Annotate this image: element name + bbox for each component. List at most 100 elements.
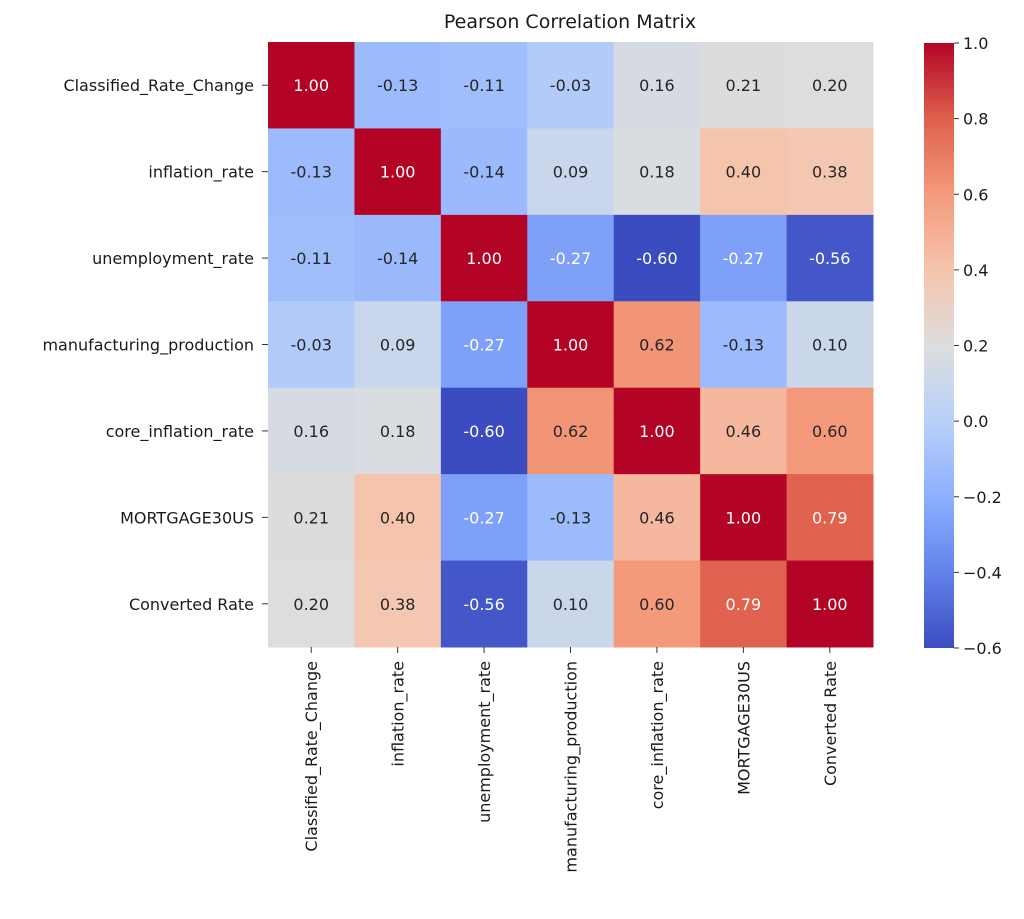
heatmap-cell xyxy=(700,387,788,475)
x-tick-label: Classified_Rate_Change xyxy=(302,661,322,852)
cell-annotation: -0.27 xyxy=(723,249,764,268)
heatmap-cell xyxy=(527,214,615,302)
heatmap-cell xyxy=(440,301,528,389)
colorbar-tick-label: 0.6 xyxy=(963,185,988,204)
cell-annotation: -0.03 xyxy=(550,76,591,95)
cell-annotation: 0.40 xyxy=(726,163,762,182)
cell-annotation: 0.21 xyxy=(293,508,329,527)
heatmap-cell xyxy=(268,474,355,562)
heatmap-cell xyxy=(786,42,874,129)
heatmap-cell xyxy=(613,42,701,129)
cell-annotation: 0.18 xyxy=(639,163,675,182)
cell-annotation: -0.13 xyxy=(723,336,764,355)
heatmap-cell xyxy=(440,560,528,648)
heatmap-cell xyxy=(440,387,528,475)
cell-annotation: 0.10 xyxy=(812,336,848,355)
cell-annotation: -0.60 xyxy=(636,249,677,268)
heatmap-cell xyxy=(786,387,874,475)
cell-annotation: 0.16 xyxy=(639,76,675,95)
heatmap-cell xyxy=(613,301,701,389)
heatmap-cell xyxy=(354,474,442,562)
y-tick-label: inflation_rate xyxy=(148,163,254,183)
cell-annotation: -0.13 xyxy=(291,163,332,182)
colorbar xyxy=(924,43,954,648)
cell-annotation: -0.11 xyxy=(291,249,332,268)
heatmap-cell xyxy=(268,387,355,475)
heatmap-cell xyxy=(613,214,701,302)
cell-annotation: -0.11 xyxy=(463,76,504,95)
heatmap-cell xyxy=(268,128,355,216)
x-tick-label: Converted Rate xyxy=(821,661,840,786)
cell-annotation: 0.79 xyxy=(726,595,762,614)
heatmap-cell xyxy=(786,128,874,216)
cell-annotation: 0.60 xyxy=(812,422,848,441)
cell-annotation: -0.56 xyxy=(809,249,850,268)
cell-annotation: 1.00 xyxy=(293,76,329,95)
heatmap-cell xyxy=(786,214,874,302)
x-tick-label: inflation_rate xyxy=(389,661,409,767)
cell-annotation: 0.46 xyxy=(639,508,675,527)
heatmap-cell xyxy=(440,474,528,562)
heatmap-cell xyxy=(527,42,615,129)
colorbar-tick-label: 0.4 xyxy=(963,261,988,280)
heatmap-cell xyxy=(527,474,615,562)
heatmap-cell xyxy=(700,560,788,648)
cell-annotation: 0.60 xyxy=(639,595,675,614)
cell-annotation: 1.00 xyxy=(812,595,848,614)
heatmap-cell xyxy=(268,560,355,648)
colorbar-tick-label: 1.0 xyxy=(963,34,988,53)
heatmap-cell xyxy=(613,387,701,475)
cell-annotation: 0.20 xyxy=(812,76,848,95)
heatmap-cell xyxy=(354,387,442,475)
cell-annotation: -0.13 xyxy=(377,76,418,95)
heatmap-cell xyxy=(527,560,615,648)
heatmap-cell xyxy=(440,214,528,302)
cell-annotation: -0.27 xyxy=(463,336,504,355)
cell-annotation: 0.38 xyxy=(812,163,848,182)
heatmap-cell xyxy=(786,560,874,648)
x-tick-label: unemployment_rate xyxy=(475,661,495,823)
y-tick-label: Converted Rate xyxy=(129,595,254,614)
cell-annotation: 0.20 xyxy=(293,595,329,614)
cell-annotation: 1.00 xyxy=(553,336,589,355)
colorbar-tick-label: −0.2 xyxy=(963,488,1002,507)
heatmap-cell xyxy=(440,42,528,129)
heatmap-cell xyxy=(613,560,701,648)
heatmap-cell xyxy=(527,128,615,216)
heatmap-cell xyxy=(268,214,355,302)
heatmap-cell xyxy=(613,474,701,562)
heatmap-cell xyxy=(268,42,355,129)
heatmap-cell xyxy=(613,128,701,216)
heatmap-cell xyxy=(700,42,788,129)
cell-annotation: 0.21 xyxy=(726,76,762,95)
cell-annotation: 0.16 xyxy=(293,422,329,441)
y-tick-label: MORTGAGE30US xyxy=(120,508,254,527)
heatmap-cell xyxy=(527,387,615,475)
cell-annotation: -0.27 xyxy=(463,508,504,527)
chart-title: Pearson Correlation Matrix xyxy=(444,11,696,33)
cell-annotation: -0.14 xyxy=(463,163,504,182)
x-tick-label: MORTGAGE30US xyxy=(734,661,753,795)
heatmap-cell xyxy=(268,301,355,389)
colorbar-tick-label: 0.0 xyxy=(963,412,988,431)
cell-annotation: 1.00 xyxy=(380,163,416,182)
y-tick-label: Classified_Rate_Change xyxy=(63,76,254,96)
heatmap-cell xyxy=(700,301,788,389)
heatmap-cell xyxy=(700,214,788,302)
cell-annotation: 0.38 xyxy=(380,595,416,614)
colorbar-tick-label: 0.2 xyxy=(963,337,988,356)
colorbar-tick-label: 0.8 xyxy=(963,110,988,129)
cell-annotation: 0.62 xyxy=(553,422,589,441)
heatmap-cell xyxy=(354,42,442,129)
y-tick-label: manufacturing_production xyxy=(42,336,254,356)
cell-annotation: 1.00 xyxy=(466,249,502,268)
cell-annotation: 0.46 xyxy=(726,422,762,441)
heatmap-cell xyxy=(786,301,874,389)
cell-annotation: 0.40 xyxy=(380,508,416,527)
cell-annotation: -0.60 xyxy=(463,422,504,441)
heatmap-cell xyxy=(700,474,788,562)
colorbar-tick-label: −0.6 xyxy=(963,639,1002,658)
x-tick-label: manufacturing_production xyxy=(562,661,582,873)
